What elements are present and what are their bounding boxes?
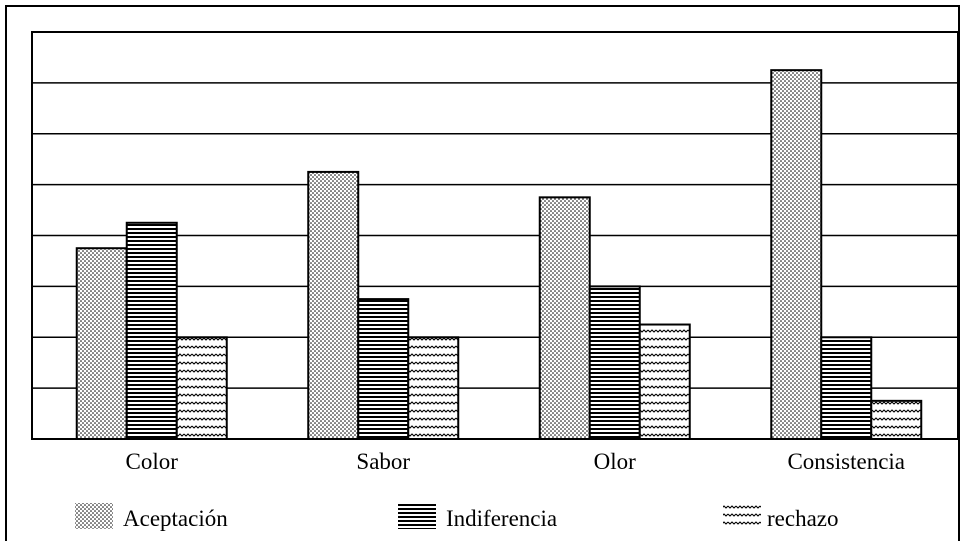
bar-indiferencia-color <box>125 221 178 440</box>
legend-label: Aceptación <box>123 506 228 531</box>
bar-rechazo-consistencia <box>870 399 923 440</box>
legend-swatch <box>398 503 436 529</box>
x-tick-label: Sabor <box>356 449 410 474</box>
x-tick-label: Color <box>126 449 179 474</box>
legend: Aceptación Indiferencia rechazo <box>75 503 839 531</box>
bar-aceptación-sabor <box>307 170 360 440</box>
legend-label: Indiferencia <box>446 506 557 531</box>
bar-aceptación-color <box>75 247 128 440</box>
legend-swatch <box>75 503 113 529</box>
bar-indiferencia-consistencia <box>820 336 873 440</box>
x-tick-labels: Color Sabor Olor Consistencia <box>126 449 905 474</box>
plot-area <box>31 31 959 440</box>
legend-label: rechazo <box>767 506 839 531</box>
bars <box>75 69 923 440</box>
bar-rechazo-sabor <box>407 336 460 440</box>
x-tick-label: Consistencia <box>787 449 905 474</box>
bar-aceptación-olor <box>538 196 591 440</box>
x-tick-label: Olor <box>594 449 637 474</box>
bar-indiferencia-sabor <box>357 298 410 440</box>
bar-rechazo-olor <box>638 323 691 440</box>
bar-aceptación-consistencia <box>770 69 823 440</box>
bar-indiferencia-olor <box>588 285 641 440</box>
bar-rechazo-color <box>175 336 228 440</box>
legend-swatch <box>723 503 761 529</box>
